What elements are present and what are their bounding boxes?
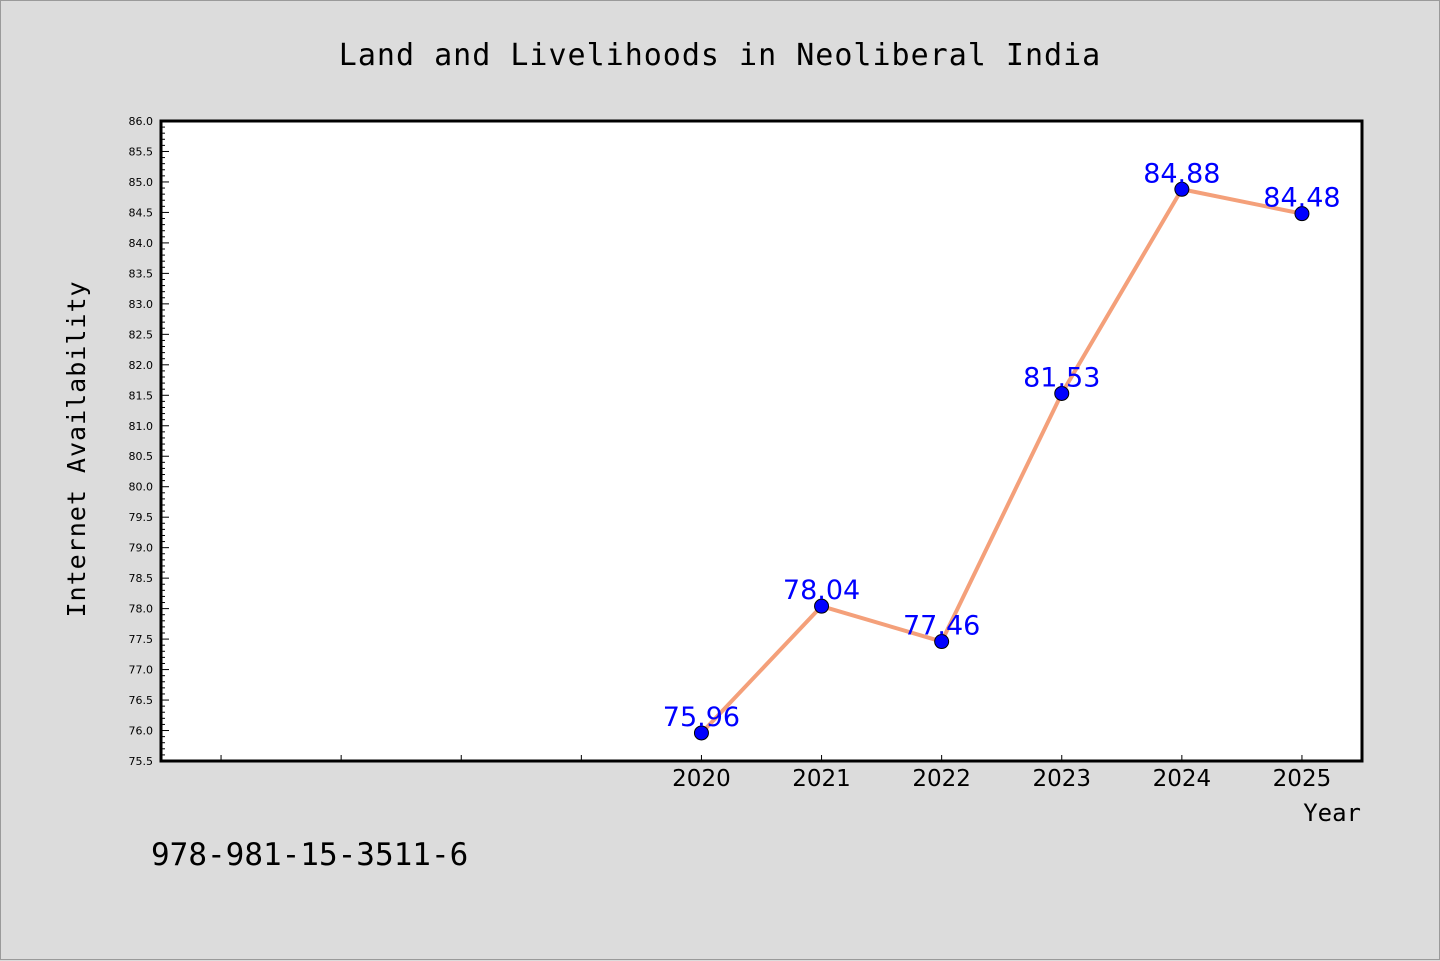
y-tick-label: 85.0: [129, 176, 154, 189]
data-label: 81.53: [1023, 362, 1100, 393]
y-tick-label: 81.0: [129, 420, 154, 433]
chart-title: Land and Livelihoods in Neoliberal India: [339, 38, 1101, 73]
y-tick-label: 84.0: [129, 237, 154, 250]
series-line: [699, 187, 1303, 735]
x-tick-label: 2020: [672, 766, 731, 792]
y-tick-label: 83.5: [129, 267, 154, 280]
marker-layer: [693, 181, 1310, 741]
x-tick-label: 2025: [1273, 766, 1332, 792]
data-label: 84.88: [1143, 158, 1220, 189]
data-label: 77.46: [903, 611, 980, 642]
y-tick-label: 86.0: [129, 115, 154, 128]
y-tick-label: 76.0: [129, 725, 154, 738]
y-tick-label: 80.0: [129, 481, 154, 494]
data-point: [814, 598, 830, 614]
y-tick-label: 81.5: [129, 389, 154, 402]
x-tick-label: 2023: [1032, 766, 1091, 792]
data-point: [1174, 181, 1190, 197]
x-tick-label: 2021: [792, 766, 851, 792]
data-label: 84.48: [1263, 183, 1340, 214]
series-line-layer: [699, 187, 1303, 735]
data-label: 78.04: [783, 575, 860, 606]
y-tick-label: 75.5: [129, 755, 154, 768]
data-label-layer: 75.96 78.04 77.46 81.53 84.88 84.48: [663, 158, 1341, 733]
data-point: [693, 725, 709, 741]
data-point: [934, 634, 950, 650]
data-point: [1294, 206, 1310, 222]
x-axis: 2020 2021 2022 2023 2024 2025: [220, 755, 1332, 792]
plot-area: [159, 119, 1364, 763]
y-tick-label: 77.5: [129, 633, 154, 646]
y-tick-label: 85.5: [129, 145, 154, 158]
y-tick-label: 79.0: [129, 542, 154, 555]
y-tick-label: 84.5: [129, 206, 154, 219]
x-tick-label: 2024: [1153, 766, 1212, 792]
data-label: 75.96: [663, 702, 740, 733]
x-axis-label: Year: [1303, 799, 1361, 827]
y-tick-label: 80.5: [129, 450, 154, 463]
y-tick-label: 77.0: [129, 664, 154, 677]
x-tick-label: 2022: [912, 766, 971, 792]
y-axis-label: Internet Availability: [62, 280, 91, 617]
y-tick-label: 79.5: [129, 511, 154, 524]
data-point: [1054, 385, 1070, 401]
y-tick-label: 83.0: [129, 298, 154, 311]
y-tick-label: 78.0: [129, 603, 154, 616]
y-tick-label: 76.5: [129, 694, 154, 707]
y-tick-label: 82.5: [129, 328, 154, 341]
y-tick-label: 82.0: [129, 359, 154, 372]
isbn-footer: 978-981-15-3511-6: [151, 837, 468, 873]
y-tick-label: 78.5: [129, 572, 154, 585]
y-axis: 75.5 76.0 76.5 77.0 77.5 78.0 78.5 79.0 79.5 80.0…: [129, 115, 169, 768]
